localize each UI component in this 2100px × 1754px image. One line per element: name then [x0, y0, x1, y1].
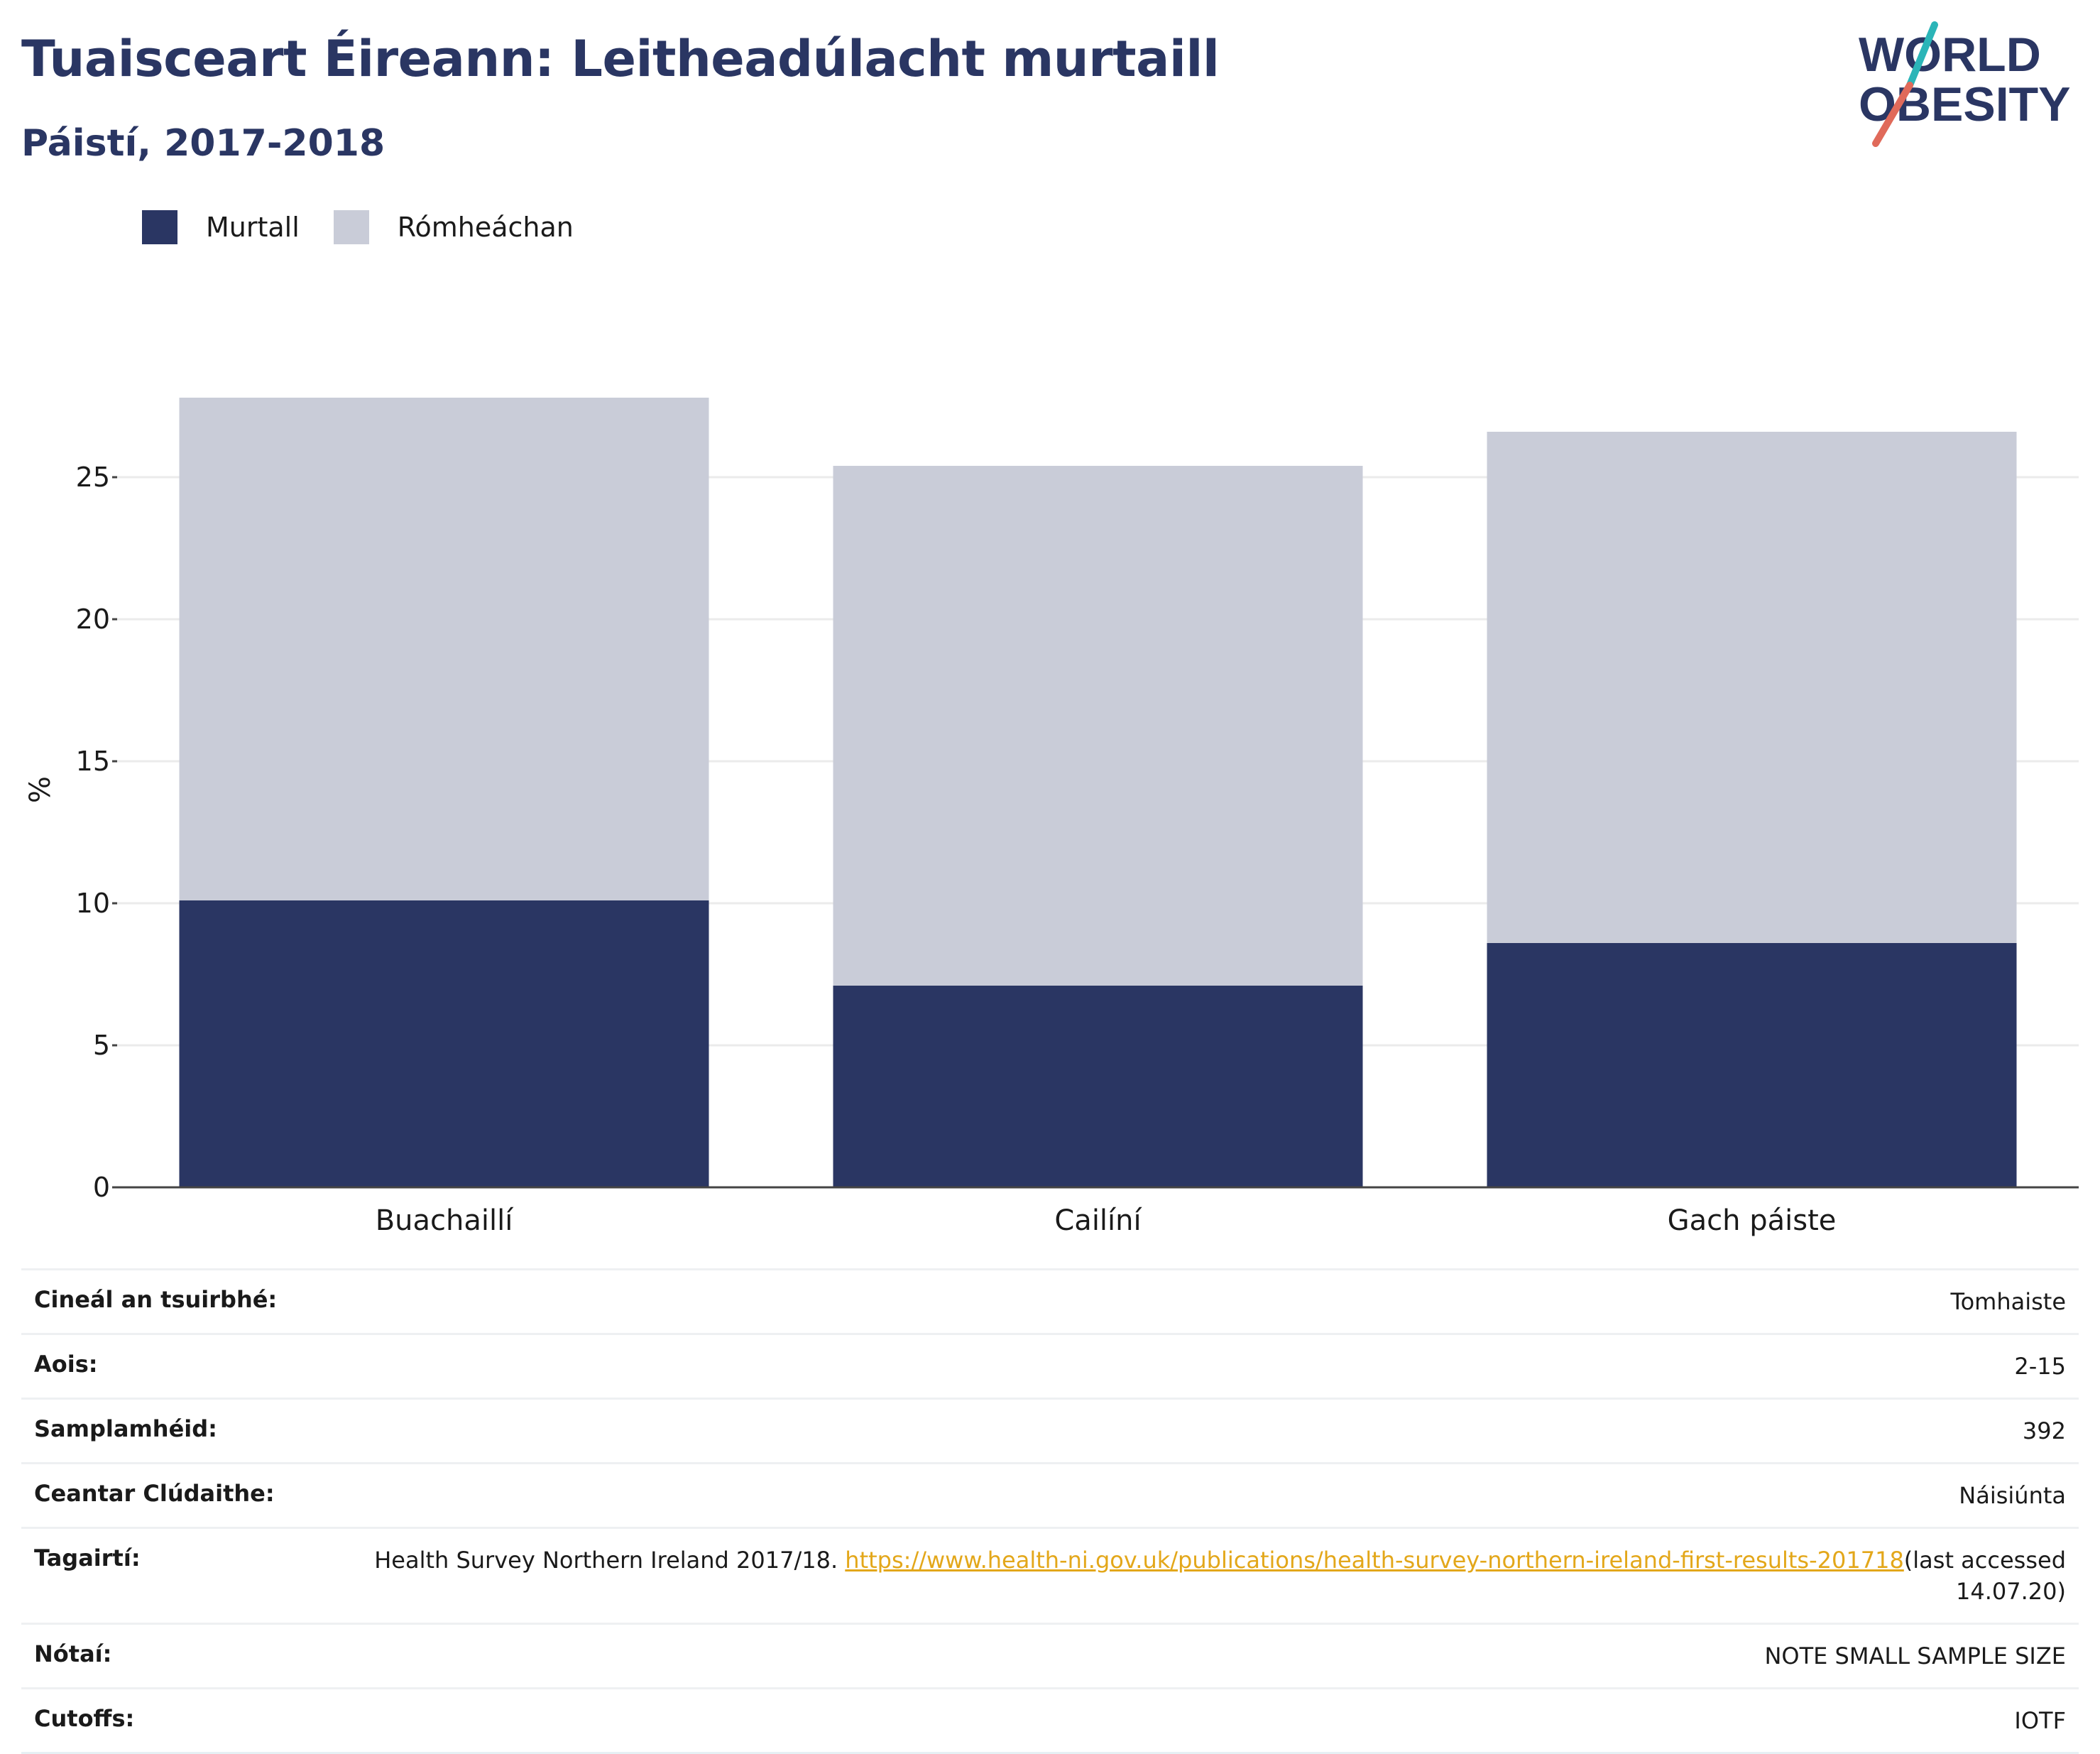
survey-info-table: Cineál an tsuirbhé: Tomhaiste Aois: 2-15… [21, 1268, 2079, 1754]
bar-obesity-1 [833, 986, 1363, 1187]
info-row-sample-size: Samplamhéid: 392 [21, 1398, 2079, 1462]
info-row-survey-type: Cineál an tsuirbhé: Tomhaiste [21, 1268, 2079, 1333]
info-row-cutoffs: Cutoffs: IOTF [21, 1687, 2079, 1754]
bar-overweight-1 [833, 466, 1363, 986]
y-tick-label-10: 10 [76, 888, 110, 919]
legend-item-obesity: Murtall [142, 210, 300, 244]
legend-item-overweight: Rómheáchan [333, 210, 574, 244]
legend-label-overweight: Rómheáchan [397, 212, 574, 243]
y-axis-label: % [24, 776, 57, 803]
legend-swatch-overweight [333, 210, 369, 244]
info-value-survey-type: Tomhaiste [1950, 1288, 2066, 1315]
y-tick-label-5: 5 [93, 1030, 110, 1061]
info-value-age: 2-15 [2014, 1353, 2066, 1380]
y-tick-label-15: 15 [76, 746, 110, 777]
info-key-age: Aois: [34, 1351, 98, 1378]
info-value-references: Health Survey Northern Ireland 2017/18. … [362, 1545, 2066, 1607]
reference-accessed: (last accessed 14.07.20) [1903, 1547, 2066, 1605]
info-row-age: Aois: 2-15 [21, 1333, 2079, 1398]
info-key-references: Tagairtí: [34, 1545, 141, 1571]
x-tick-label-2: Gach páiste [1668, 1204, 1837, 1237]
info-value-area: Náisiúnta [1959, 1482, 2066, 1509]
chart-title: Tuaisceart Éireann: Leitheadúlacht murta… [21, 30, 1220, 88]
logo-slash-bottom [1872, 82, 1913, 147]
info-row-area: Ceantar Clúdaithe: Náisiúnta [21, 1462, 2079, 1527]
chart-subtitle: Páistí, 2017-2018 [21, 122, 385, 165]
bar-overweight-0 [179, 398, 709, 900]
info-row-notes: Nótaí: NOTE SMALL SAMPLE SIZE [21, 1623, 2079, 1687]
bar-obesity-2 [1487, 943, 2017, 1187]
info-value-cutoffs: IOTF [2014, 1707, 2066, 1734]
y-tick-label-0: 0 [93, 1172, 110, 1203]
info-key-area: Ceantar Clúdaithe: [34, 1480, 275, 1507]
info-key-notes: Nótaí: [34, 1640, 112, 1667]
y-tick-label-20: 20 [76, 604, 110, 635]
stacked-bar-chart: 0 5 10 15 20 25% Buachaillí Cailíní Gach páiste [24, 398, 2079, 1237]
logo-line1: WORLD [1859, 28, 2041, 82]
info-key-sample-size: Samplamhéid: [34, 1415, 217, 1442]
info-row-references: Tagairtí: Health Survey Northern Ireland… [21, 1527, 2079, 1623]
reference-text: Health Survey Northern Ireland 2017/18. [374, 1547, 846, 1574]
x-tick-label-1: Cailíní [1054, 1204, 1142, 1237]
y-tick-label-25: 25 [76, 462, 110, 493]
logo-slash-top [1906, 21, 1938, 89]
reference-link[interactable]: https://www.health-ni.gov.uk/publication… [845, 1547, 1904, 1574]
info-key-survey-type: Cineál an tsuirbhé: [34, 1286, 278, 1313]
legend-swatch-obesity [142, 210, 177, 244]
logo-line2: OBESITY [1859, 77, 2071, 131]
bar-overweight-2 [1487, 432, 2017, 943]
world-obesity-logo: WORLD OBESITY [1859, 21, 2071, 147]
info-value-notes: NOTE SMALL SAMPLE SIZE [1764, 1643, 2066, 1669]
info-value-sample-size: 392 [2022, 1417, 2066, 1444]
legend-label-obesity: Murtall [206, 212, 300, 243]
chart-legend: Murtall Rómheáchan [142, 210, 608, 244]
bar-obesity-0 [179, 900, 709, 1187]
info-key-cutoffs: Cutoffs: [34, 1705, 135, 1732]
x-tick-label-0: Buachaillí [376, 1204, 515, 1237]
